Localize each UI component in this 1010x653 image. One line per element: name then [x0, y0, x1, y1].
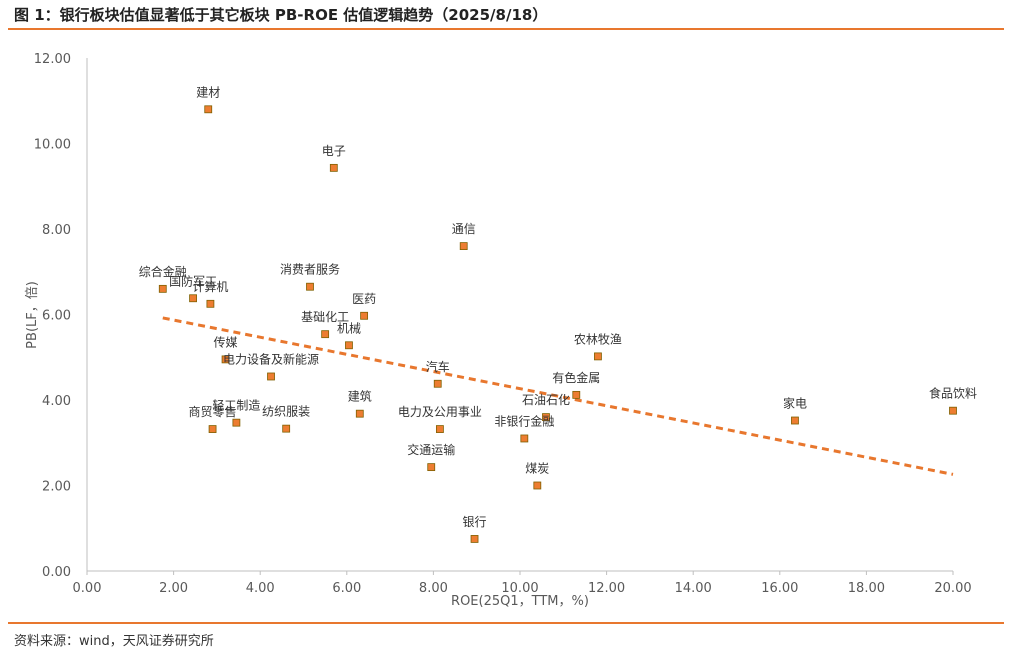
- x-tick-label: 16.00: [761, 581, 798, 596]
- data-point-label: 食品饮料: [929, 386, 977, 401]
- data-point: [459, 242, 468, 251]
- data-point-label: 国防军工: [169, 273, 217, 288]
- data-point-label: 纺织服装: [262, 405, 310, 419]
- x-tick-label: 6.00: [332, 581, 361, 596]
- data-point: [791, 416, 799, 425]
- axes: 0.00 2.00 4.00 6.00 8.00 10.00 12.00 14.00 16.00…: [34, 52, 972, 596]
- data-point: [470, 535, 479, 543]
- data-point-label: 通信: [452, 222, 476, 236]
- x-tick-label: 12.00: [588, 581, 625, 596]
- data-point: [949, 406, 957, 415]
- x-tick-label: 2.00: [159, 581, 188, 596]
- source-note: 资料来源：wind，天风证券研究所: [14, 634, 214, 649]
- trendline: [162, 316, 954, 476]
- data-point-label: 电力设备及新能源: [223, 351, 319, 366]
- data-point: [594, 352, 602, 361]
- y-tick-label: 10.00: [34, 138, 71, 153]
- data-point: [360, 311, 369, 320]
- x-tick-label: 4.00: [246, 581, 275, 596]
- x-tick-label: 8.00: [419, 581, 448, 596]
- data-point-label: 轻工制造: [212, 399, 260, 413]
- data-point: [158, 284, 167, 293]
- data-point: [267, 372, 275, 381]
- y-tick-label: 12.00: [34, 52, 71, 67]
- data-point-label: 电子: [322, 144, 346, 158]
- x-tick-label: 14.00: [675, 581, 712, 596]
- data-point: [282, 424, 291, 433]
- points-group: [158, 105, 957, 543]
- data-point-label: 商贸零售: [189, 404, 237, 419]
- y-tick-label: 6.00: [42, 309, 71, 324]
- data-point-label: 银行: [463, 515, 487, 529]
- data-point-label: 农林牧渔: [574, 332, 622, 346]
- data-point-label: 交通运输: [407, 442, 455, 457]
- y-tick-label: 8.00: [42, 223, 71, 238]
- data-point: [208, 425, 217, 433]
- x-tick-label: 0.00: [73, 581, 102, 596]
- data-point: [355, 409, 364, 418]
- figure-title: 图 1：银行板块估值显著低于其它板块 PB-ROE 估值逻辑趋势（2025/8/…: [14, 6, 548, 24]
- data-point: [345, 341, 353, 350]
- data-point: [433, 379, 442, 388]
- data-point-label: 电力及公用事业: [398, 405, 482, 419]
- y-tick-label: 2.00: [42, 480, 71, 495]
- data-point-label: 机械: [337, 320, 361, 335]
- data-point: [232, 418, 241, 427]
- data-point-label: 汽车: [426, 359, 450, 374]
- data-point: [435, 425, 444, 433]
- data-point-label: 石油石化: [522, 393, 570, 407]
- data-point: [321, 330, 330, 339]
- data-point: [204, 105, 213, 114]
- data-point: [189, 294, 197, 303]
- data-point-label: 家电: [783, 396, 807, 411]
- x-tick-label: 18.00: [848, 581, 885, 596]
- data-point-label: 建筑: [348, 389, 372, 404]
- data-point-label: 基础化工: [301, 310, 349, 324]
- y-axis-title: PB(LF，倍): [25, 281, 40, 349]
- x-axis-title: ROE(25Q1，TTM，%): [451, 594, 589, 609]
- data-point: [542, 413, 550, 422]
- data-point: [520, 434, 529, 443]
- data-point: [306, 282, 314, 291]
- data-point-label: 传媒: [214, 334, 238, 349]
- y-tick-label: 4.00: [42, 394, 71, 409]
- data-point: [206, 299, 215, 308]
- data-point-label: 有色金属: [552, 370, 600, 385]
- data-point-label: 医药: [352, 292, 376, 306]
- x-tick-label: 20.00: [934, 581, 971, 596]
- data-point: [533, 481, 542, 490]
- y-tick-label: 0.00: [42, 565, 71, 580]
- data-point: [572, 390, 581, 399]
- data-point-label: 消费者服务: [280, 262, 340, 277]
- data-point-label: 综合金融: [139, 264, 187, 279]
- footer-rule: [8, 622, 1004, 624]
- trendline-group: [162, 316, 954, 476]
- data-point-label: 非银行金融: [494, 413, 554, 428]
- title-rule: [8, 28, 1004, 30]
- x-tick-label: 10.00: [501, 581, 538, 596]
- data-point-label: 煤炭: [525, 462, 549, 476]
- data-point: [329, 163, 338, 172]
- data-point-label: 计算机: [192, 279, 228, 294]
- data-point-label: 建材: [196, 85, 220, 99]
- data-point: [221, 355, 230, 364]
- scatter-chart: 0.00 2.00 4.00 6.00 8.00 10.00 12.00 14.00 16.00…: [25, 52, 977, 609]
- data-point: [427, 463, 436, 472]
